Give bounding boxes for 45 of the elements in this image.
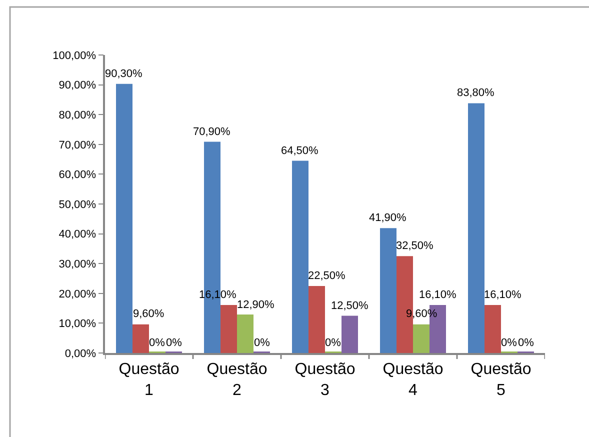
bar: [220, 305, 237, 353]
bar: [132, 324, 149, 353]
bar: [413, 324, 430, 353]
data-label: 90,30%: [105, 68, 143, 80]
bar: [308, 286, 325, 353]
y-tick-label: 40,00%: [58, 228, 96, 241]
data-label: 16,10%: [484, 289, 522, 301]
data-label: 83,80%: [457, 87, 495, 99]
data-label: 16,10%: [419, 289, 457, 301]
x-tick-label: Questão 5: [470, 360, 532, 399]
data-label: 0%: [149, 337, 166, 349]
y-tick-label: 50,00%: [58, 198, 96, 211]
bar: [484, 305, 501, 353]
data-label: 0%: [166, 337, 182, 349]
x-tick-label: Questão 1: [118, 360, 180, 399]
data-label: 0%: [501, 337, 518, 349]
data-label: 22,50%: [308, 270, 346, 282]
data-label: 32,50%: [396, 240, 434, 252]
data-label: 0%: [254, 337, 270, 349]
x-tick-label: Questão 3: [294, 360, 356, 399]
data-label: 9,60%: [133, 308, 164, 320]
bar: [116, 84, 132, 353]
x-tick-label: Questão 4: [382, 360, 444, 399]
data-label: 64,50%: [281, 145, 319, 157]
y-tick-label: 60,00%: [58, 169, 96, 182]
bar: [380, 228, 396, 353]
bar: [342, 316, 358, 353]
data-label: 70,90%: [193, 126, 231, 138]
data-label: 0%: [518, 337, 534, 349]
y-tick-label: 10,00%: [58, 318, 96, 330]
y-tick-label: 30,00%: [58, 258, 96, 270]
bar: [292, 160, 308, 353]
data-label: 12,50%: [331, 300, 369, 312]
y-tick-label: 20,00%: [58, 288, 96, 300]
y-tick-label: 100,00%: [52, 50, 96, 62]
bar: [237, 314, 254, 353]
x-tick-label: Questão 2: [206, 360, 268, 399]
data-label: 12,90%: [237, 299, 275, 311]
y-tick-label: 80,00%: [58, 109, 96, 122]
bar: [468, 103, 484, 353]
data-label: 41,90%: [369, 212, 407, 224]
y-tick-label: 0,00%: [64, 348, 96, 360]
y-tick-label: 90,00%: [58, 80, 96, 92]
y-tick-label: 70,00%: [58, 139, 96, 152]
data-label: 0%: [325, 337, 342, 349]
